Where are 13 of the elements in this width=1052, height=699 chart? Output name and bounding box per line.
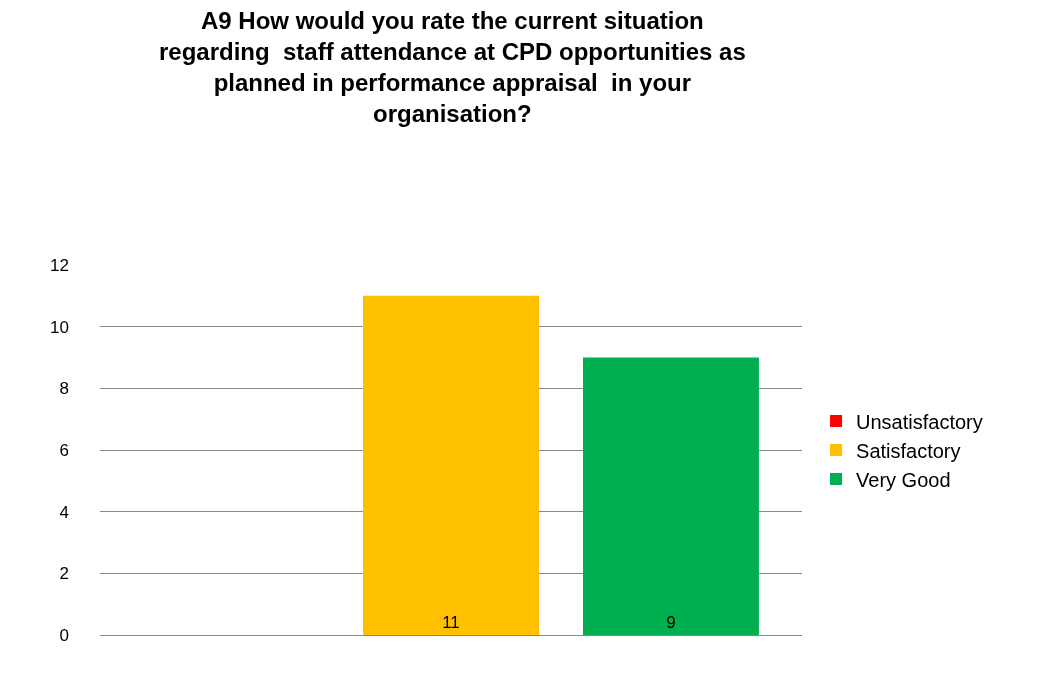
- legend-label: Unsatisfactory: [856, 410, 983, 433]
- chart-title: A9 How would you rate the current situation regarding staff attendance at CPD opportunities as planned in performance appraisal in your organisation?: [158, 6, 746, 128]
- legend-label: Satisfactory: [856, 439, 961, 462]
- data-label: 9: [666, 613, 676, 632]
- y-tick-label: 0: [59, 625, 69, 645]
- y-tick-label: 6: [59, 440, 69, 460]
- y-tick-label: 10: [50, 317, 69, 337]
- y-tick-label: 4: [59, 502, 69, 522]
- data-label: 11: [442, 613, 460, 632]
- y-tick-label: 12: [50, 255, 69, 275]
- y-tick-label: 2: [59, 564, 69, 584]
- y-tick-label: 8: [59, 379, 69, 399]
- legend-label: Very Good: [856, 468, 951, 491]
